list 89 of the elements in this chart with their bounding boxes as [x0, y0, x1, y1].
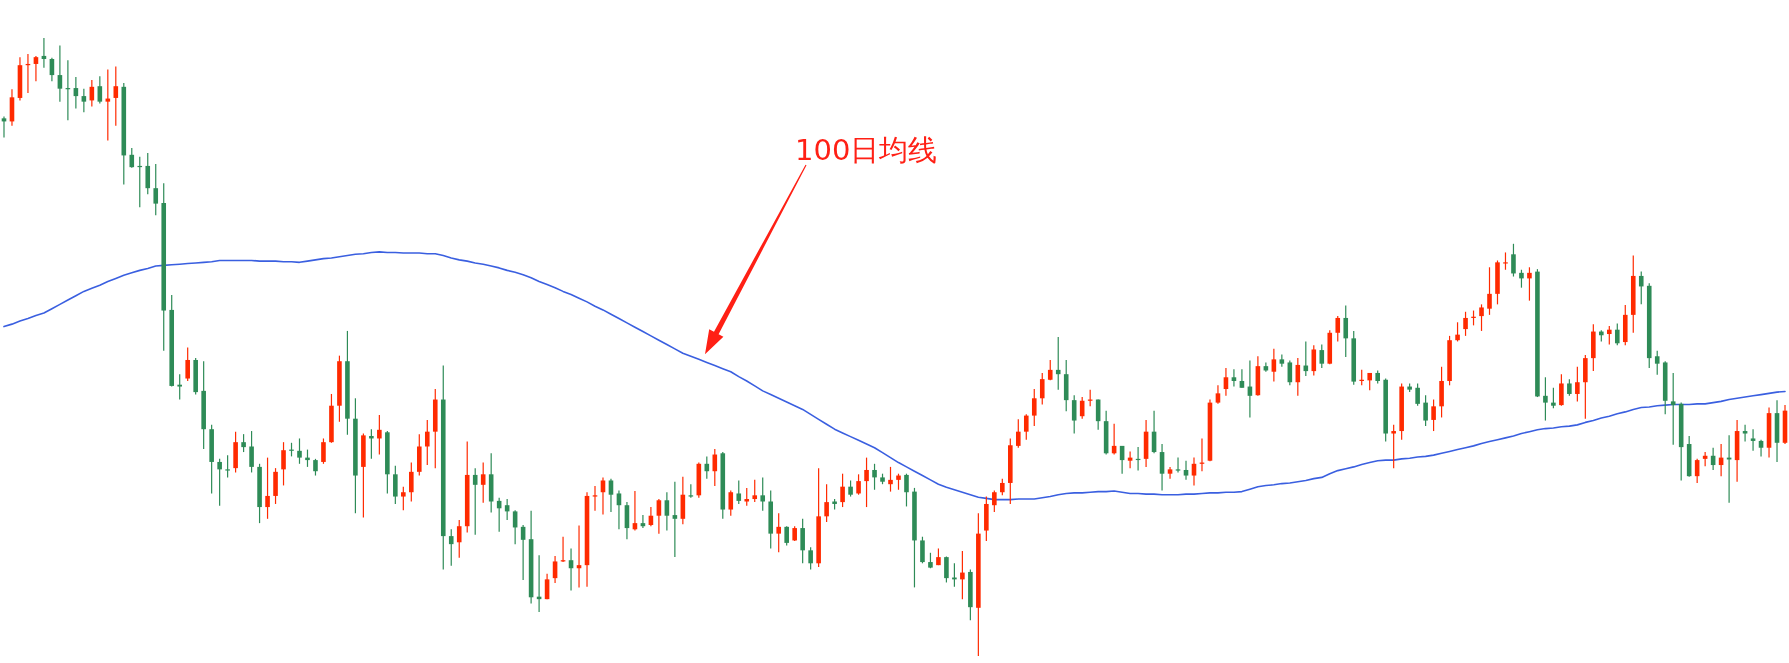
- candlestick: [872, 463, 877, 491]
- candlestick: [424, 419, 430, 466]
- candlestick: [145, 152, 151, 195]
- candlestick: [1431, 398, 1436, 432]
- candlestick: [1455, 321, 1460, 343]
- candlestick: [920, 536, 925, 564]
- candlestick: [1559, 373, 1564, 407]
- candlestick: [153, 163, 159, 216]
- candlestick: [1487, 266, 1492, 316]
- candlestick: [217, 458, 222, 507]
- candlestick: [784, 525, 789, 546]
- candlestick: [1614, 322, 1620, 346]
- candlestick: [752, 479, 758, 503]
- candlestick: [808, 546, 813, 571]
- candlestick: [1607, 325, 1612, 346]
- candlestick: [369, 428, 374, 460]
- candlestick: [1031, 388, 1037, 427]
- candlestick: [225, 454, 230, 478]
- candlestick: [1423, 394, 1428, 427]
- candlestick: [760, 476, 766, 512]
- candlestick: [1215, 384, 1221, 405]
- candlestick: [1319, 343, 1325, 369]
- annotation: 100日均线: [795, 133, 938, 167]
- candlestick: [177, 373, 182, 401]
- candlestick: [1479, 303, 1484, 332]
- candlestick: [1335, 315, 1341, 343]
- candlestick: [904, 473, 909, 508]
- candlestick: [33, 55, 39, 82]
- candlestick: [1575, 366, 1580, 402]
- candlestick: [401, 486, 406, 511]
- candlestick: [728, 489, 734, 517]
- candlestick: [1391, 424, 1396, 469]
- candlestick: [81, 88, 87, 113]
- candlestick: [1023, 413, 1029, 441]
- candlestick: [856, 473, 861, 496]
- candlestick: [1279, 353, 1285, 368]
- candlestick: [409, 461, 414, 503]
- candlestick: [1638, 271, 1644, 305]
- candlestick: [472, 467, 478, 536]
- candlestick: [664, 491, 670, 532]
- candlestick: [480, 461, 486, 504]
- candlestick: [960, 550, 965, 600]
- candlestick: [944, 555, 949, 584]
- candlestick: [1239, 368, 1245, 389]
- candlestick: [1175, 457, 1181, 474]
- candlestick: [864, 457, 869, 508]
- candlestick: [824, 483, 829, 523]
- candlestick: [1055, 336, 1061, 391]
- candlestick: [1463, 311, 1468, 337]
- candlestick: [608, 478, 614, 513]
- candlestick: [592, 485, 598, 512]
- candlestick: [800, 518, 805, 564]
- candlestick: [249, 430, 254, 474]
- candlestick: [448, 528, 454, 567]
- candlestick: [97, 75, 103, 105]
- candlestick: [1511, 243, 1516, 278]
- candlestick: [1750, 428, 1756, 452]
- candlestick: [1271, 348, 1277, 383]
- candlestick: [1311, 344, 1317, 377]
- candlestick: [736, 479, 742, 505]
- candlestick: [185, 347, 190, 382]
- candlestick: [1015, 418, 1021, 449]
- candlestick: [1527, 266, 1532, 302]
- candlestick: [1742, 424, 1748, 443]
- candlestick: [265, 457, 270, 520]
- candlestick: [672, 481, 678, 558]
- candlestick: [1231, 368, 1237, 388]
- candlestick: [377, 414, 382, 456]
- candlestick: [1551, 387, 1556, 409]
- candlestick: [1167, 466, 1173, 480]
- candlestick: [1343, 304, 1349, 358]
- candlestick: [1758, 439, 1764, 457]
- candlestick: [281, 441, 286, 487]
- candlestick: [1039, 372, 1045, 406]
- candlestick: [1415, 382, 1420, 407]
- candlestick: [321, 437, 326, 465]
- candlestick: [776, 512, 781, 553]
- candlestick: [456, 519, 462, 559]
- candlestick: [1654, 350, 1660, 376]
- candlestick: [1183, 460, 1189, 481]
- candlestick: [393, 465, 398, 505]
- candlestick: [1543, 376, 1548, 422]
- candlestick: [297, 437, 302, 465]
- candlestick: [840, 473, 845, 508]
- candlestick: [656, 498, 662, 535]
- candlestick: [1670, 372, 1676, 446]
- candlestick: [888, 466, 893, 493]
- candlestick: [992, 489, 997, 513]
- candlestick: [129, 147, 135, 169]
